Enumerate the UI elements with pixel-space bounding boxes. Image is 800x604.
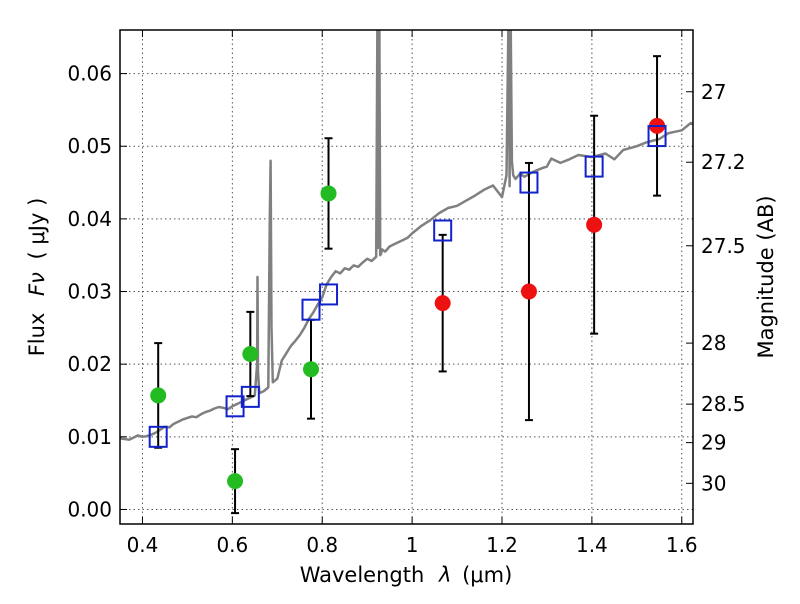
x-tick-label: 0.8 (306, 533, 338, 557)
magnitude-tick-label: 28 (701, 331, 726, 355)
x-axis-label-unit: (μm) (462, 563, 512, 587)
magnitude-tick-label: 27 (701, 80, 726, 104)
y-tick-label: 0.06 (67, 62, 112, 86)
x-tick-label: 1.2 (486, 533, 518, 557)
observed-optical-point (227, 473, 244, 490)
observed-optical-point (242, 346, 259, 363)
x-tick-label: 1.4 (576, 533, 608, 557)
y-axis-label-unit: ( μJy ) (25, 198, 49, 260)
model-photometry-point (433, 219, 453, 242)
y-tick-label: 0.00 (67, 497, 112, 521)
observed-nir-point (586, 216, 603, 233)
magnitude-tick-label: 27.2 (701, 150, 746, 174)
model-spectrum-line (120, 30, 693, 441)
data-markers (148, 117, 667, 490)
x-tick-label: 0.4 (127, 533, 159, 557)
model-photometry-point (240, 385, 260, 408)
plot-frame (119, 29, 694, 525)
x-tick-label: 1.6 (666, 533, 698, 557)
error-bars (154, 55, 662, 515)
y-tick-label: 0.01 (67, 425, 112, 449)
grid (120, 30, 693, 524)
model-photometry-point (519, 171, 539, 194)
observed-nir-point (520, 283, 537, 300)
y-axis-label-symbol: Fν (25, 272, 49, 296)
model-photometry-point (301, 298, 321, 321)
x-axis-label-symbol: λ (438, 563, 451, 587)
ticks: 0.4 0.6 0.8 1 1.2 1.4 1.6 0.00 0.01 0.02 0.03 0.04 0… (67, 30, 746, 557)
observed-nir-point (434, 295, 451, 312)
model-photometry-point (319, 283, 339, 306)
y-axis-label: Flux Fν ( μJy ) (25, 198, 49, 357)
model-photometry-point (584, 155, 604, 178)
model-photometry-point (647, 125, 667, 148)
y-tick-label: 0.02 (67, 352, 112, 376)
magnitude-tick-label: 29 (701, 431, 726, 455)
x-axis-label: Wavelength λ (μm) (300, 563, 513, 587)
x-tick-label: 1 (406, 533, 419, 557)
model-photometry-point (148, 425, 168, 448)
y-tick-label: 0.04 (67, 207, 112, 231)
model-spectrum-layer (120, 30, 693, 441)
observed-optical-point (320, 185, 337, 202)
y-tick-label: 0.03 (67, 280, 112, 304)
magnitude-tick-label: 28.5 (701, 392, 746, 416)
y-tick-label: 0.05 (67, 134, 112, 158)
y-axis-label-text: Flux (25, 313, 49, 357)
observed-optical-point (150, 387, 167, 404)
magnitude-tick-label: 30 (701, 471, 726, 495)
magnitude-axis-label: Magnitude (AB) (754, 195, 778, 358)
observed-optical-point (303, 361, 319, 378)
magnitude-tick-label: 27.5 (701, 234, 746, 258)
x-tick-label: 0.6 (216, 533, 248, 557)
x-axis-label-text: Wavelength (300, 563, 425, 587)
